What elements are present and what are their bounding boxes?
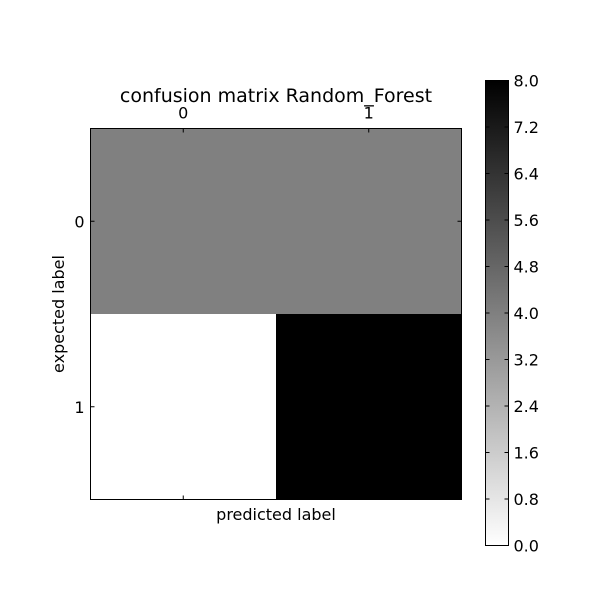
x-tick-label-1: 1: [364, 104, 374, 123]
matrix-cell-r0-c0: [90, 128, 276, 314]
colorbar-tick-label-2.4: 2.4: [514, 397, 539, 416]
matrix-cell-r1-c0: [90, 314, 276, 500]
colorbar-ticks: 0.0 0.8 1.6 2.4 3.2 4.0 4.8 5.6 6.4 7.2 8.0: [485, 72, 539, 556]
colorbar-tick-label-8.0: 8.0: [514, 72, 539, 91]
matrix-cells: [90, 128, 462, 500]
colorbar-tick-label-0.8: 0.8: [514, 490, 539, 509]
colorbar-tick-label-3.2: 3.2: [514, 351, 539, 370]
colorbar-tick-label-6.4: 6.4: [514, 165, 539, 184]
matrix-cell-r0-c1: [276, 128, 462, 314]
tick-labels: 0 1 0 1: [74, 104, 374, 417]
x-tick-label-0: 0: [178, 104, 188, 123]
y-tick-label-0: 0: [74, 212, 84, 231]
colorbar-tick-label-4.0: 4.0: [514, 304, 539, 323]
colorbar-tick-label-7.2: 7.2: [514, 118, 539, 137]
colorbar-tick-label-1.6: 1.6: [514, 444, 539, 463]
colorbar-tick-label-4.8: 4.8: [514, 258, 539, 277]
colorbar-tick-label-5.6: 5.6: [514, 211, 539, 230]
y-axis-label: expected label: [49, 255, 68, 373]
colorbar-tick-label-0.0: 0.0: [514, 537, 539, 556]
plot-frame: [90, 128, 462, 500]
x-axis-label: predicted label: [216, 505, 336, 524]
colorbar: 0.0 0.8 1.6 2.4 3.2 4.0 4.8 5.6 6.4 7.2 8.0: [485, 72, 539, 556]
matrix-cell-r1-c1: [276, 314, 462, 500]
y-tick-label-1: 1: [74, 398, 84, 417]
axis-ticks: [90, 128, 462, 500]
chart-title: confusion matrix Random_Forest: [120, 85, 432, 107]
